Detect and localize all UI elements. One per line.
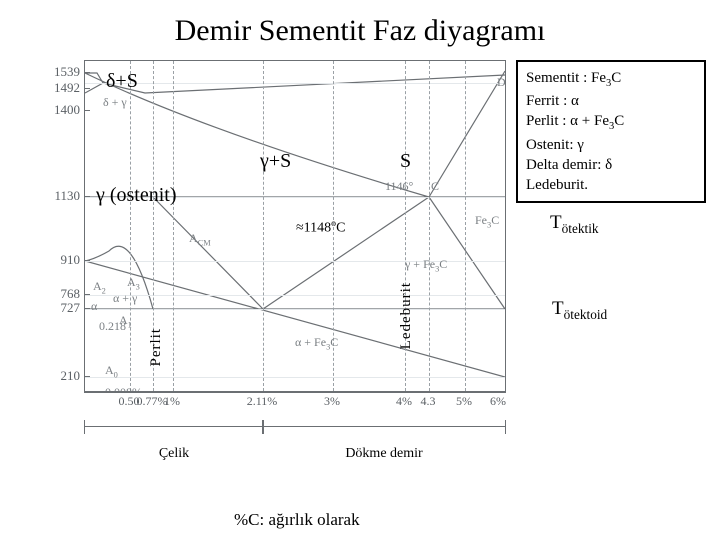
phase-diagram-figure: 1539149214001130910768727210 δ + γACMA3A…	[24, 60, 514, 460]
perlit-label: Perlit	[148, 328, 165, 367]
ledeburit-label: Ledeburit	[398, 282, 415, 349]
caption: %C: ağırlık olarak	[234, 510, 360, 530]
x-axis: 0.500.77%1%2.11%3%4%4.35%6% ÇelikDökme d…	[84, 390, 504, 460]
legend-box: Sementit : Fe3CFerrit : αPerlit : α + Fe…	[516, 60, 706, 203]
page-title: Demir Sementit Faz diyagramı	[0, 14, 720, 48]
